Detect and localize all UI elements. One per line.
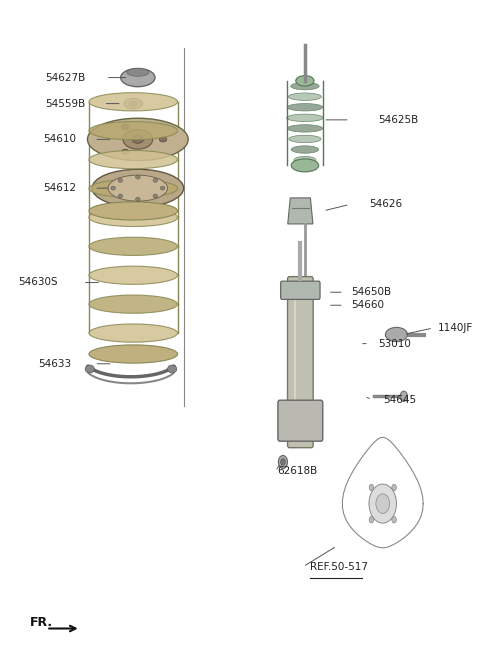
- Text: 54610: 54610: [43, 134, 76, 144]
- Ellipse shape: [111, 186, 115, 190]
- Text: 54626: 54626: [369, 199, 402, 209]
- Text: REF.50-517: REF.50-517: [310, 562, 368, 572]
- Ellipse shape: [385, 327, 408, 342]
- Text: 54650B: 54650B: [351, 287, 391, 297]
- Ellipse shape: [89, 324, 178, 342]
- Ellipse shape: [287, 114, 323, 121]
- Ellipse shape: [369, 484, 374, 491]
- Ellipse shape: [121, 149, 129, 154]
- Ellipse shape: [287, 104, 323, 111]
- Ellipse shape: [89, 179, 178, 197]
- Ellipse shape: [135, 197, 140, 201]
- Ellipse shape: [168, 365, 177, 373]
- Ellipse shape: [291, 146, 319, 154]
- Text: 54627B: 54627B: [45, 73, 85, 83]
- Ellipse shape: [118, 194, 122, 198]
- Ellipse shape: [124, 181, 152, 195]
- Ellipse shape: [132, 136, 144, 143]
- Ellipse shape: [153, 194, 157, 198]
- Ellipse shape: [310, 415, 316, 424]
- Ellipse shape: [287, 125, 323, 132]
- Ellipse shape: [369, 484, 396, 523]
- Ellipse shape: [87, 118, 188, 161]
- Text: 1140JF: 1140JF: [438, 323, 473, 333]
- Ellipse shape: [369, 516, 374, 523]
- Ellipse shape: [89, 209, 178, 226]
- Ellipse shape: [124, 98, 143, 109]
- Ellipse shape: [118, 178, 122, 182]
- Polygon shape: [288, 198, 313, 224]
- Ellipse shape: [123, 130, 153, 149]
- Ellipse shape: [289, 135, 321, 142]
- Text: 54645: 54645: [383, 394, 416, 405]
- Ellipse shape: [89, 92, 178, 111]
- Ellipse shape: [159, 136, 167, 142]
- Ellipse shape: [153, 178, 157, 182]
- Ellipse shape: [291, 159, 319, 172]
- Ellipse shape: [392, 484, 396, 491]
- Ellipse shape: [89, 237, 178, 255]
- Ellipse shape: [92, 169, 184, 207]
- Ellipse shape: [400, 391, 408, 401]
- FancyBboxPatch shape: [278, 400, 323, 441]
- Ellipse shape: [135, 175, 140, 179]
- Ellipse shape: [85, 365, 95, 373]
- Ellipse shape: [281, 459, 285, 465]
- Ellipse shape: [278, 455, 288, 468]
- Text: 54630S: 54630S: [18, 277, 58, 287]
- Text: 54660: 54660: [351, 300, 384, 310]
- Ellipse shape: [130, 101, 137, 106]
- Text: 54633: 54633: [38, 359, 72, 369]
- Ellipse shape: [121, 125, 129, 130]
- Ellipse shape: [89, 345, 178, 363]
- Ellipse shape: [296, 75, 314, 86]
- Ellipse shape: [291, 83, 319, 90]
- Text: 54612: 54612: [43, 183, 76, 193]
- Text: 53010: 53010: [378, 338, 411, 348]
- Text: 62618B: 62618B: [277, 466, 318, 476]
- Ellipse shape: [376, 494, 390, 514]
- Ellipse shape: [294, 156, 316, 164]
- Ellipse shape: [89, 295, 178, 314]
- Text: 54559B: 54559B: [45, 98, 85, 109]
- Ellipse shape: [89, 150, 178, 169]
- Text: 54625B: 54625B: [378, 115, 419, 125]
- FancyBboxPatch shape: [281, 281, 320, 299]
- Ellipse shape: [285, 415, 291, 424]
- Ellipse shape: [89, 202, 178, 220]
- Ellipse shape: [120, 68, 155, 87]
- Ellipse shape: [89, 121, 178, 140]
- Ellipse shape: [392, 516, 396, 523]
- Ellipse shape: [89, 266, 178, 284]
- Ellipse shape: [288, 93, 321, 100]
- Ellipse shape: [160, 186, 165, 190]
- Ellipse shape: [127, 68, 149, 76]
- FancyBboxPatch shape: [288, 277, 313, 447]
- Text: FR.: FR.: [30, 615, 53, 628]
- Ellipse shape: [108, 175, 168, 201]
